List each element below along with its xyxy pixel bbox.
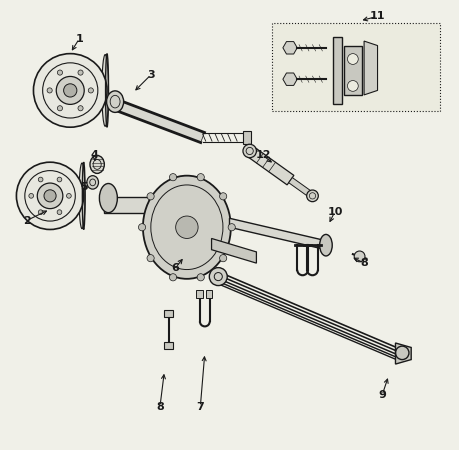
Ellipse shape [87, 176, 99, 189]
Polygon shape [118, 101, 205, 143]
Text: 11: 11 [370, 11, 385, 22]
Circle shape [347, 81, 358, 91]
Ellipse shape [102, 54, 108, 126]
Ellipse shape [100, 184, 118, 213]
Bar [164, 310, 174, 317]
Bar [206, 291, 213, 298]
Text: 1: 1 [75, 34, 83, 44]
Circle shape [17, 162, 84, 230]
Circle shape [307, 190, 319, 202]
Ellipse shape [90, 155, 104, 173]
Circle shape [57, 70, 62, 75]
Circle shape [243, 144, 257, 158]
Circle shape [219, 193, 227, 200]
Circle shape [88, 88, 94, 93]
Circle shape [209, 268, 227, 286]
Circle shape [57, 177, 62, 182]
Polygon shape [104, 197, 149, 213]
Polygon shape [344, 45, 362, 95]
Circle shape [169, 274, 177, 281]
Circle shape [29, 194, 34, 198]
Text: 2: 2 [23, 216, 31, 225]
Polygon shape [289, 178, 314, 198]
Text: 10: 10 [327, 207, 342, 216]
Text: 7: 7 [196, 402, 204, 412]
Polygon shape [333, 36, 341, 104]
Circle shape [197, 174, 204, 181]
Circle shape [67, 194, 71, 198]
Circle shape [219, 255, 227, 262]
Ellipse shape [143, 176, 231, 279]
Circle shape [169, 174, 177, 181]
Text: 8: 8 [156, 402, 164, 412]
Polygon shape [283, 73, 297, 86]
Polygon shape [246, 146, 294, 185]
Circle shape [37, 183, 63, 209]
Bar [243, 131, 251, 144]
Circle shape [38, 210, 43, 215]
Circle shape [78, 70, 83, 75]
Ellipse shape [79, 163, 85, 229]
Polygon shape [364, 41, 378, 95]
Text: 6: 6 [172, 263, 179, 273]
Polygon shape [230, 218, 326, 250]
Text: 3: 3 [147, 70, 155, 80]
Circle shape [47, 88, 52, 93]
Circle shape [228, 224, 235, 231]
Circle shape [197, 274, 204, 281]
Circle shape [176, 216, 198, 239]
Polygon shape [283, 41, 297, 54]
Text: 12: 12 [255, 150, 271, 161]
Circle shape [34, 54, 107, 127]
Text: 5: 5 [80, 182, 88, 192]
Polygon shape [212, 238, 257, 263]
Text: 9: 9 [378, 391, 386, 401]
Text: 8: 8 [360, 258, 368, 268]
Circle shape [147, 255, 154, 262]
Circle shape [57, 210, 62, 215]
FancyBboxPatch shape [272, 23, 440, 111]
Ellipse shape [319, 234, 332, 256]
Circle shape [38, 177, 43, 182]
Bar [196, 291, 202, 298]
Circle shape [56, 76, 84, 104]
Text: 4: 4 [91, 150, 99, 161]
Circle shape [354, 251, 365, 262]
Circle shape [78, 106, 83, 111]
Circle shape [44, 190, 56, 202]
Circle shape [57, 106, 62, 111]
Circle shape [64, 84, 77, 97]
Ellipse shape [106, 91, 123, 112]
Circle shape [147, 193, 154, 200]
Circle shape [139, 224, 146, 231]
Bar [164, 342, 174, 349]
Polygon shape [396, 343, 411, 364]
Circle shape [347, 54, 358, 64]
